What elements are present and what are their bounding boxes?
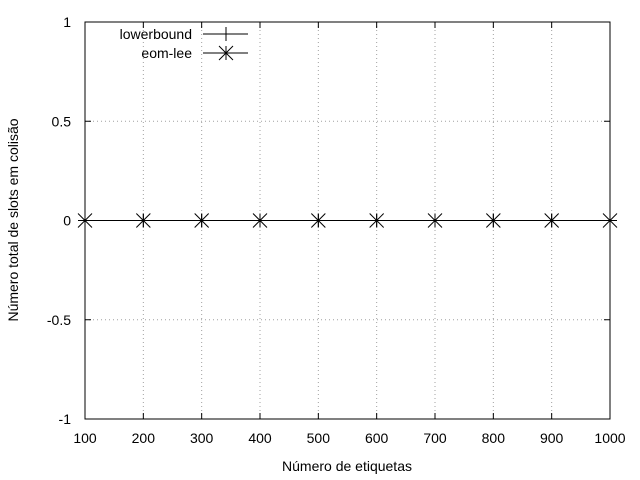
legend-marker-star-d2 [218,45,234,61]
legend-item: eom-lee [141,45,248,61]
x-tick-label: 900 [540,430,564,446]
data-point-eom-lee [544,213,560,228]
y-tick-label: -1 [59,411,72,427]
marker-star-d2 [135,213,151,228]
data-point-eom-lee [369,213,385,228]
tick-labels: 100 200 300 400 500 600 700 800 900 1000 -1 -0.5 0 0.… [47,14,626,446]
y-tick-label: 0 [63,213,71,229]
x-tick-label: 600 [365,430,389,446]
x-tick-label: 500 [307,430,331,446]
data-point-eom-lee [310,213,326,228]
legend-label: eom-lee [141,45,192,61]
marker-star-d2 [369,213,385,228]
series-eom-lee [77,213,618,228]
x-tick-label: 1000 [594,430,625,446]
x-tick-label: 800 [482,430,506,446]
legend-item: lowerbound [120,26,248,42]
y-axis-title: Número total de slots em colisão [5,118,21,321]
y-tick-label: 0.5 [52,113,72,129]
y-tick-label: 1 [63,14,71,30]
legend-label: lowerbound [120,26,192,42]
marker-star-d2 [310,213,326,228]
data-point-eom-lee [427,213,443,228]
x-tick-label: 700 [423,430,447,446]
x-axis-title: Número de etiquetas [282,458,412,474]
x-tick-label: 400 [248,430,272,446]
plot-area [77,213,618,228]
x-tick-label: 100 [73,430,97,446]
y-tick-label: -0.5 [47,312,71,328]
marker-star-d2 [485,213,501,228]
marker-star-d2 [252,213,268,228]
marker-star-d2 [544,213,560,228]
data-point-eom-lee [252,213,268,228]
data-point-eom-lee [485,213,501,228]
axis-ticks [84,21,611,420]
marker-star-d2 [194,213,210,228]
x-tick-label: 200 [132,430,156,446]
legend: lowerbound eom-lee [120,26,248,61]
marker-star-d2 [427,213,443,228]
x-tick-label: 300 [190,430,214,446]
data-point-eom-lee [135,213,151,228]
data-point-eom-lee [194,213,210,228]
